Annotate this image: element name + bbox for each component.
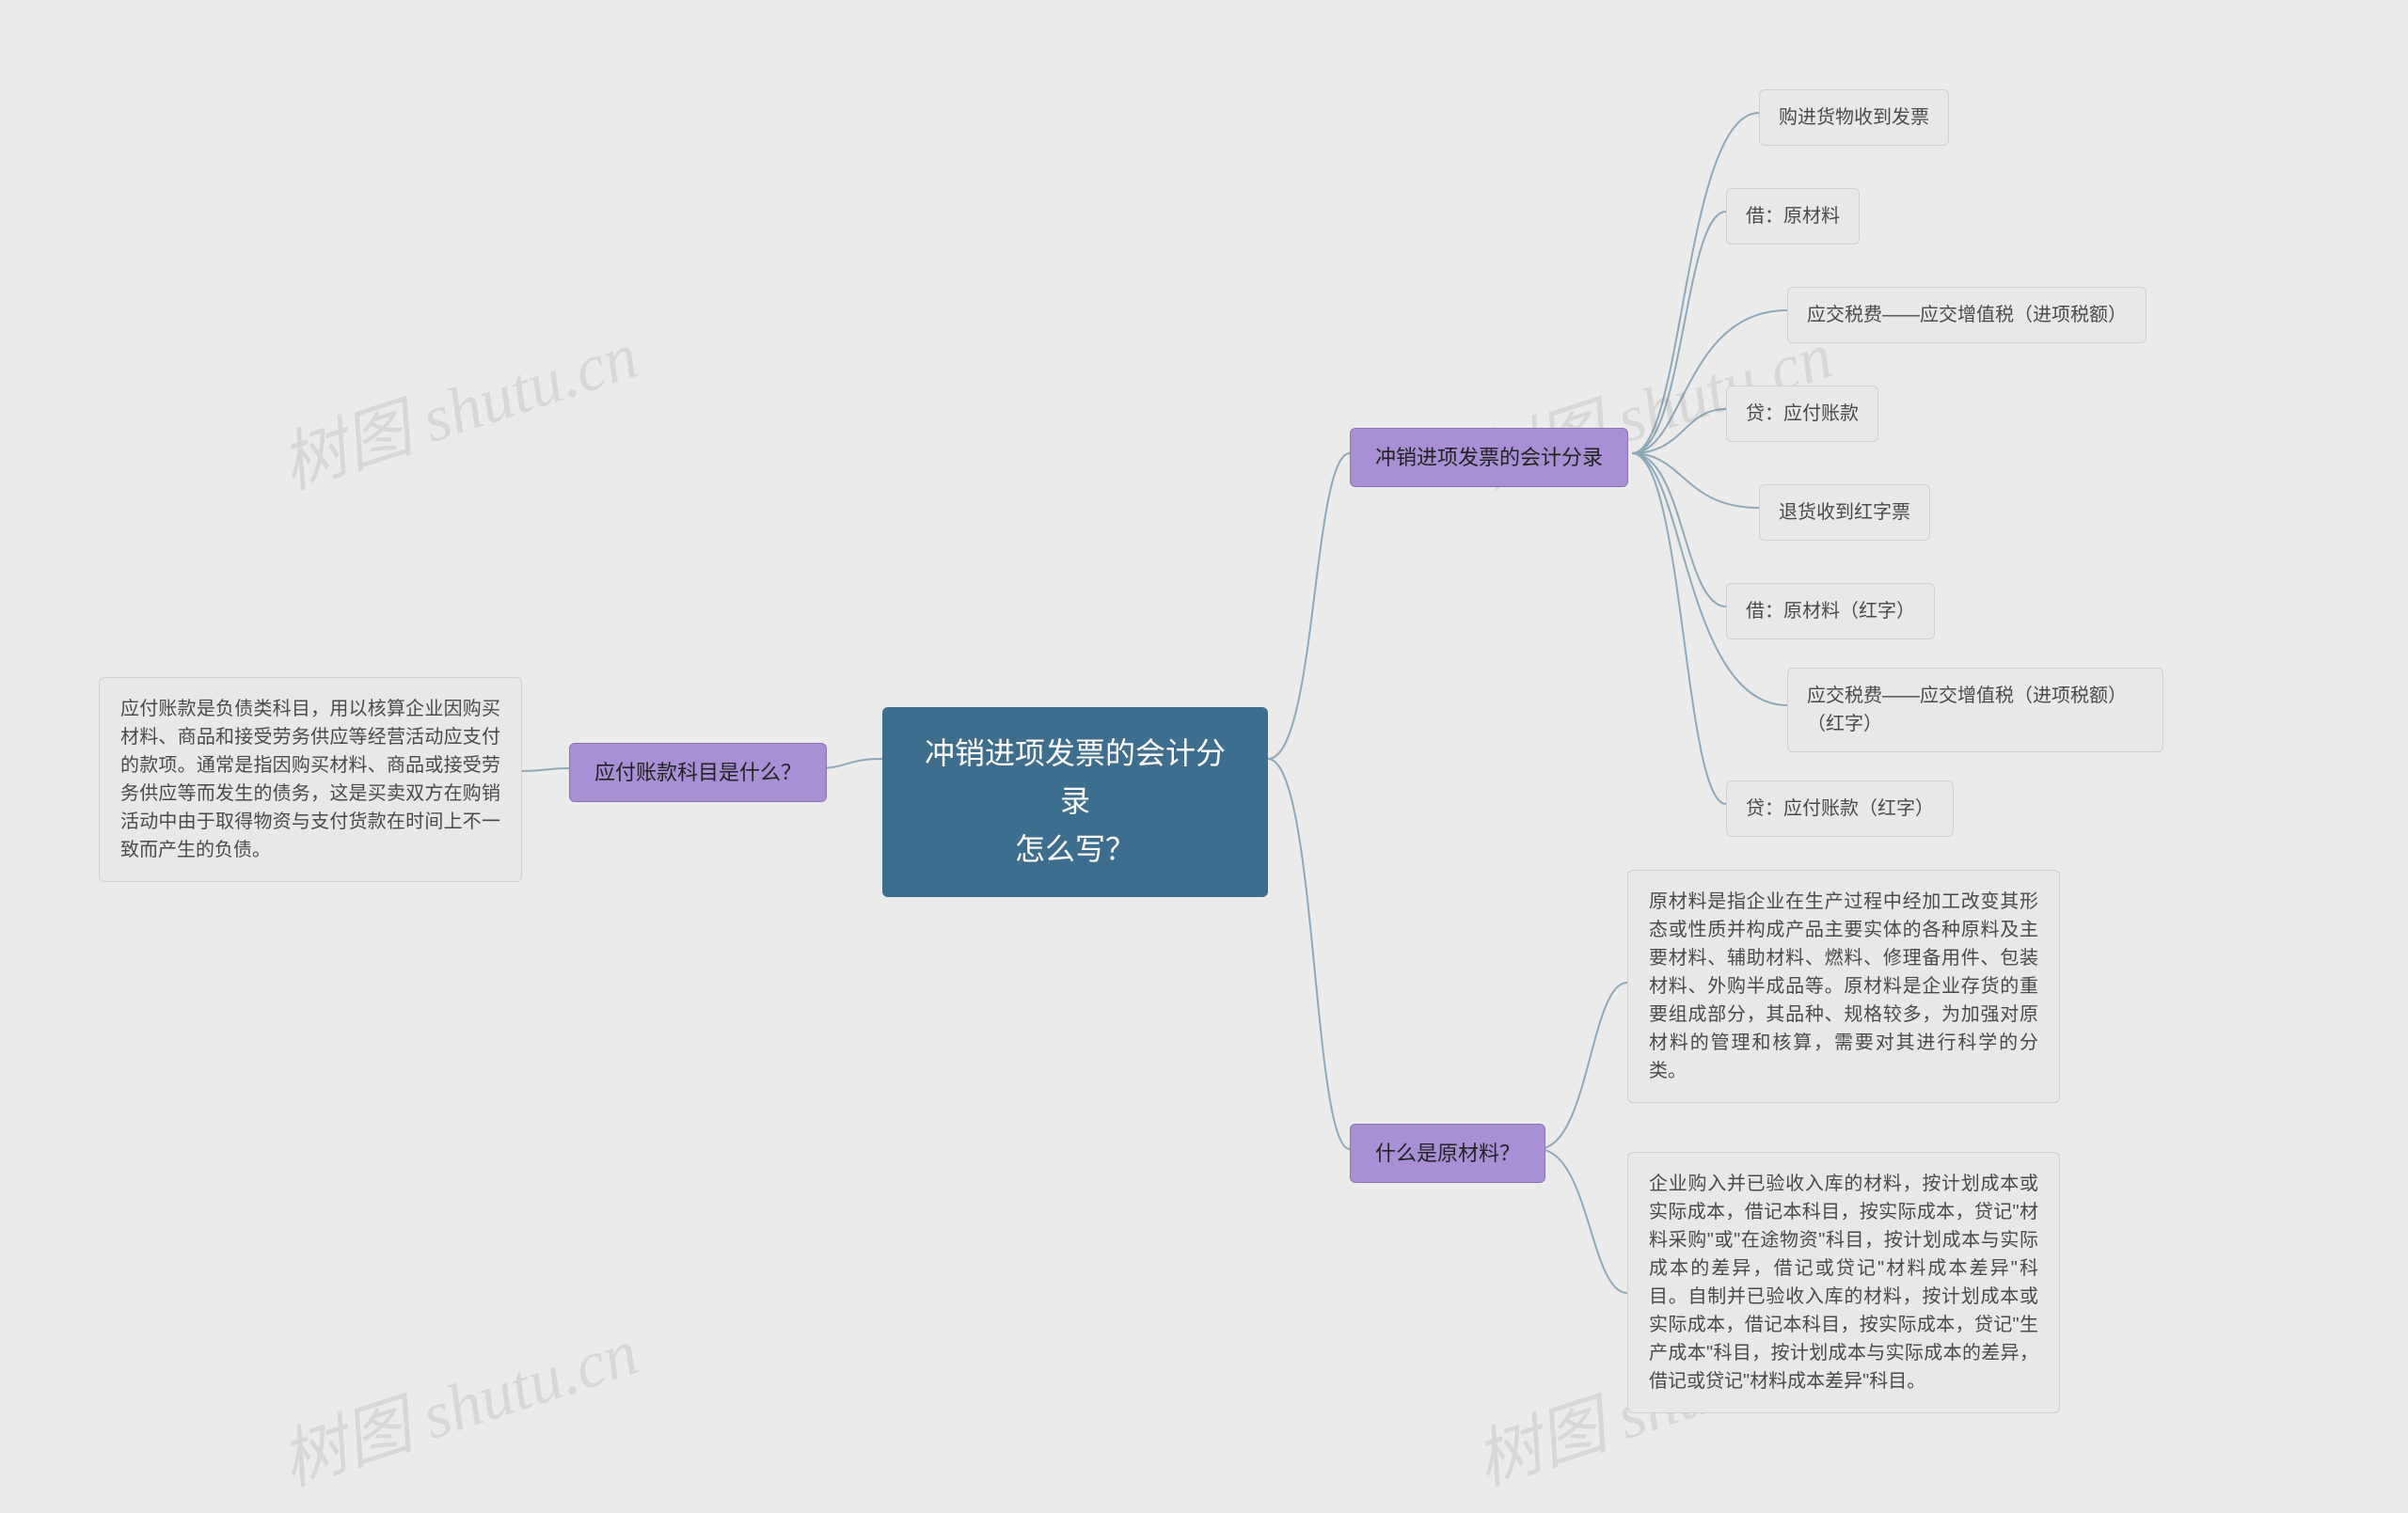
watermark: 树图 shutu.cn — [267, 303, 648, 507]
branch-entries[interactable]: 冲销进项发票的会计分录 — [1350, 428, 1628, 487]
leaf-entry-0[interactable]: 购进货物收到发票 — [1759, 89, 1949, 146]
mindmap-root[interactable]: 冲销进项发票的会计分录 怎么写？ — [882, 707, 1268, 897]
root-line1: 冲销进项发票的会计分录 — [925, 736, 1226, 818]
leaf-entry-3[interactable]: 贷：应付账款 — [1726, 386, 1878, 442]
branch-raw-materials[interactable]: 什么是原材料？ — [1350, 1124, 1545, 1183]
watermark: 树图 shutu.cn — [267, 1300, 648, 1504]
branch-accounts-payable[interactable]: 应付账款科目是什么？ — [569, 743, 827, 802]
block-accounts-payable-desc: 应付账款是负债类科目，用以核算企业因购买材料、商品和接受劳务供应等经营活动应支付… — [99, 677, 522, 882]
leaf-entry-1[interactable]: 借：原材料 — [1726, 188, 1860, 244]
leaf-entry-5[interactable]: 借：原材料（红字） — [1726, 583, 1935, 639]
block-raw-materials-1: 企业购入并已验收入库的材料，按计划成本或实际成本，借记本科目，按实际成本，贷记"… — [1627, 1152, 2060, 1413]
block-raw-materials-0: 原材料是指企业在生产过程中经加工改变其形态或性质并构成产品主要实体的各种原料及主… — [1627, 870, 2060, 1103]
root-line2: 怎么写？ — [1015, 832, 1135, 866]
leaf-entry-6[interactable]: 应交税费——应交增值税（进项税额）（红字） — [1787, 668, 2163, 752]
leaf-entry-7[interactable]: 贷：应付账款（红字） — [1726, 780, 1954, 837]
leaf-entry-2[interactable]: 应交税费——应交增值税（进项税额） — [1787, 287, 2147, 343]
leaf-entry-4[interactable]: 退货收到红字票 — [1759, 484, 1930, 541]
